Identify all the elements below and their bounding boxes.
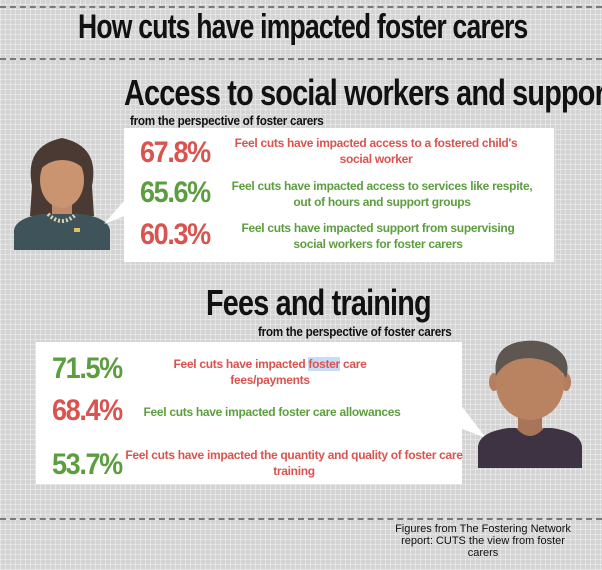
section2-stat-1-value: 71.5%	[52, 352, 123, 385]
man-avatar-icon	[478, 340, 582, 468]
section1-heading: Access to social workers and support	[124, 72, 602, 113]
section2-stat-3-value: 53.7%	[52, 448, 123, 481]
woman-avatar-icon	[14, 138, 110, 250]
section2-heading: Fees and training	[206, 282, 432, 323]
page-title: How cuts have impacted foster carers	[78, 8, 528, 46]
section1-stat-1-text: Feel cuts have impacted access to a fost…	[234, 136, 518, 166]
section2-stat-1-text-start: Feel cuts have impacted	[173, 357, 309, 371]
source-note: Figures from The Fostering Network repor…	[395, 523, 571, 559]
section2-subheading: from the perspective of foster carers	[258, 324, 452, 339]
section1-subheading: from the perspective of foster carers	[130, 113, 324, 128]
section1-stat-3-text: Feel cuts have impacted support from sup…	[241, 221, 515, 251]
section2-stat-1-text: Feel cuts have impacted foster care fees…	[150, 356, 390, 388]
section2-stat-3-text: Feel cuts have impacted the quantity and…	[125, 448, 463, 478]
section1-stat-1-value: 67.8%	[140, 136, 211, 169]
section1-stat-2-value: 65.6%	[140, 176, 211, 209]
title-divider	[0, 58, 602, 60]
section2-speech-bubble	[36, 342, 462, 484]
section1-speech-bubble-tail	[104, 194, 130, 224]
section2-stat-2-value: 68.4%	[52, 394, 123, 427]
section1-stat-2-text: Feel cuts have impacted access to servic…	[231, 179, 533, 209]
bottom-divider	[0, 518, 602, 520]
top-divider	[0, 6, 602, 8]
section2-stat-2-text: Feel cuts have impacted foster care allo…	[143, 405, 401, 419]
section2-stat-1-text-highlight: foster	[308, 357, 340, 371]
section2-stat-1-text-end: care fees/payments	[230, 357, 367, 387]
section2-speech-bubble-tail	[460, 404, 486, 438]
section1-stat-3-value: 60.3%	[140, 218, 211, 251]
section1-speech-bubble	[124, 128, 554, 262]
